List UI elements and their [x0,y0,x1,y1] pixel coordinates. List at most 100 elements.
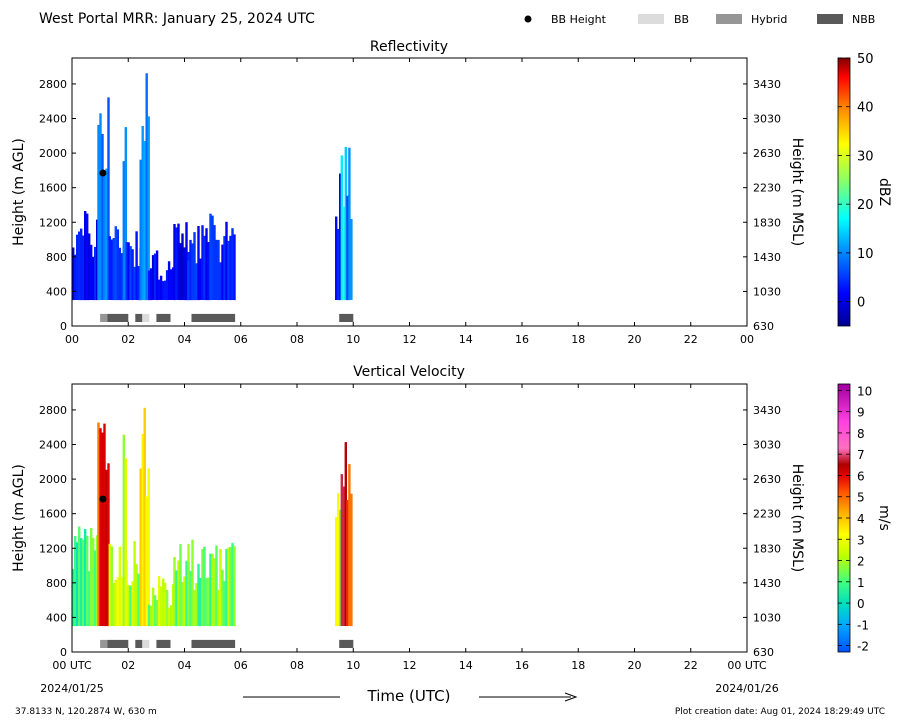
heatmap-cell [99,428,102,626]
y-tick-label-right: 1030 [753,285,781,298]
velocity-ylabel: Height (m AGL) [11,464,27,572]
x-tick-label: 10 [346,333,360,346]
y-tick-label-right: 3030 [753,113,781,126]
colorbar-tick-label: 6 [857,469,865,483]
heatmap-cell [348,464,351,627]
heatmap-cell [116,229,119,301]
colorbar-tick-label: 0 [857,296,865,311]
x-tick-label: 12 [403,659,417,672]
heatmap-cell [151,255,155,300]
heatmap-cell [348,147,351,301]
x-axis-label: Time (UTC) [367,687,451,705]
heatmap-cell [227,547,230,627]
velocity-bb-bars [100,639,354,648]
heatmap-cell [127,585,130,626]
heatmap-cell [335,517,338,627]
arrow-right-icon [564,692,578,702]
heatmap-cell [350,219,353,300]
colorbar-tick-label: 3 [857,533,865,547]
x-tick-label: 22 [684,659,698,672]
heatmap-cell [155,600,159,626]
reflectivity-ylabel-right: Height (m MSL) [789,138,805,247]
heatmap-cell [103,175,106,300]
heatmap-cell [207,577,210,627]
bb-bar-nbb [156,313,171,322]
heatmap-cell [151,587,155,627]
heatmap-cell [185,560,188,627]
y-tick-label-right: 1830 [753,216,781,229]
legend-label-nbb: NBB [852,13,875,26]
heatmap-cell [125,560,128,626]
heatmap-cell [145,496,148,627]
heatmap-cell [135,231,138,300]
legend-label-bb: BB [674,13,689,26]
heatmap-cell [147,116,150,301]
x-tick-label: 02 [121,659,135,672]
reflectivity-colorbar-ticks: 0 10 20 30 40 50 [838,52,874,311]
heatmap-cell [110,239,113,300]
heatmap-cell [169,605,173,627]
heatmap-cell [141,126,144,300]
heatmap-cell [339,509,342,627]
colorbar-tick-label: 9 [857,406,865,420]
heatmap-cell [129,585,132,627]
heatmap-cell [337,493,340,627]
heatmap-cell [78,526,81,626]
x-tick-label: 10 [346,659,360,672]
legend-swatch-nbb [817,14,843,24]
colorbar-tick-label: 8 [857,427,865,441]
heatmap-cell [183,247,186,301]
heatmap-cell [110,546,113,626]
reflectivity-colorbar-label: dBZ [876,178,892,206]
heatmap-cell [209,553,212,627]
y-tick-label-right: 1030 [753,611,781,624]
x-tick-label: 00 [740,333,754,346]
heatmap-cell [86,535,89,627]
heatmap-cell [153,595,157,626]
heatmap-cell [107,463,110,627]
heatmap-cell [179,544,182,627]
heatmap-cell [177,223,180,300]
reflectivity-bb-height [99,169,107,177]
heatmap-cell [185,222,188,301]
heatmap-cell [76,234,79,300]
y-tick-label: 400 [46,285,67,298]
heatmap-cell [153,253,157,300]
bb-bar-bb [142,313,150,322]
heatmap-cell [193,232,196,301]
heatmap-cell [175,570,178,627]
colorbar-tick-label: 7 [857,448,865,462]
colorbar-tick-label: 20 [857,198,874,213]
heatmap-cell [82,539,85,627]
heatmap-cell [167,608,171,627]
heatmap-cell [88,233,91,301]
heatmap-cell [72,247,75,301]
heatmap-cell [133,266,136,300]
heatmap-cell [94,550,97,627]
x-tick-label: 16 [515,659,529,672]
heatmap-cell [221,569,224,626]
legend-label-hybrid: Hybrid [751,13,787,26]
colorbar-tick-label: 10 [857,247,874,262]
y-tick-label: 2800 [39,78,67,91]
heatmap-cell [161,578,165,627]
heatmap-cell [346,195,349,301]
heatmap-cell [139,159,142,301]
x-tick-label: 00 [65,333,79,346]
velocity-ylabel-right: Height (m MSL) [789,464,805,573]
x-tick-label: 14 [459,659,473,672]
y-tick-label-right: 630 [753,320,774,333]
end-date: 2024/01/26 [715,682,778,695]
heatmap-cell [171,584,175,627]
heatmap-cell [135,564,138,626]
heatmap-cell [169,269,173,300]
reflectivity-x-ticks: 00 02 04 06 08 10 12 14 16 18 20 22 00 [65,58,754,346]
heatmap-cell [108,543,111,627]
velocity-bb-height [99,495,107,503]
y-tick-label: 2000 [39,147,67,160]
velocity-heatmap [72,407,353,627]
legend-dot-icon [524,15,532,23]
heatmap-cell [183,576,186,627]
heatmap-cell [225,548,228,627]
heatmap-cell [346,499,349,627]
